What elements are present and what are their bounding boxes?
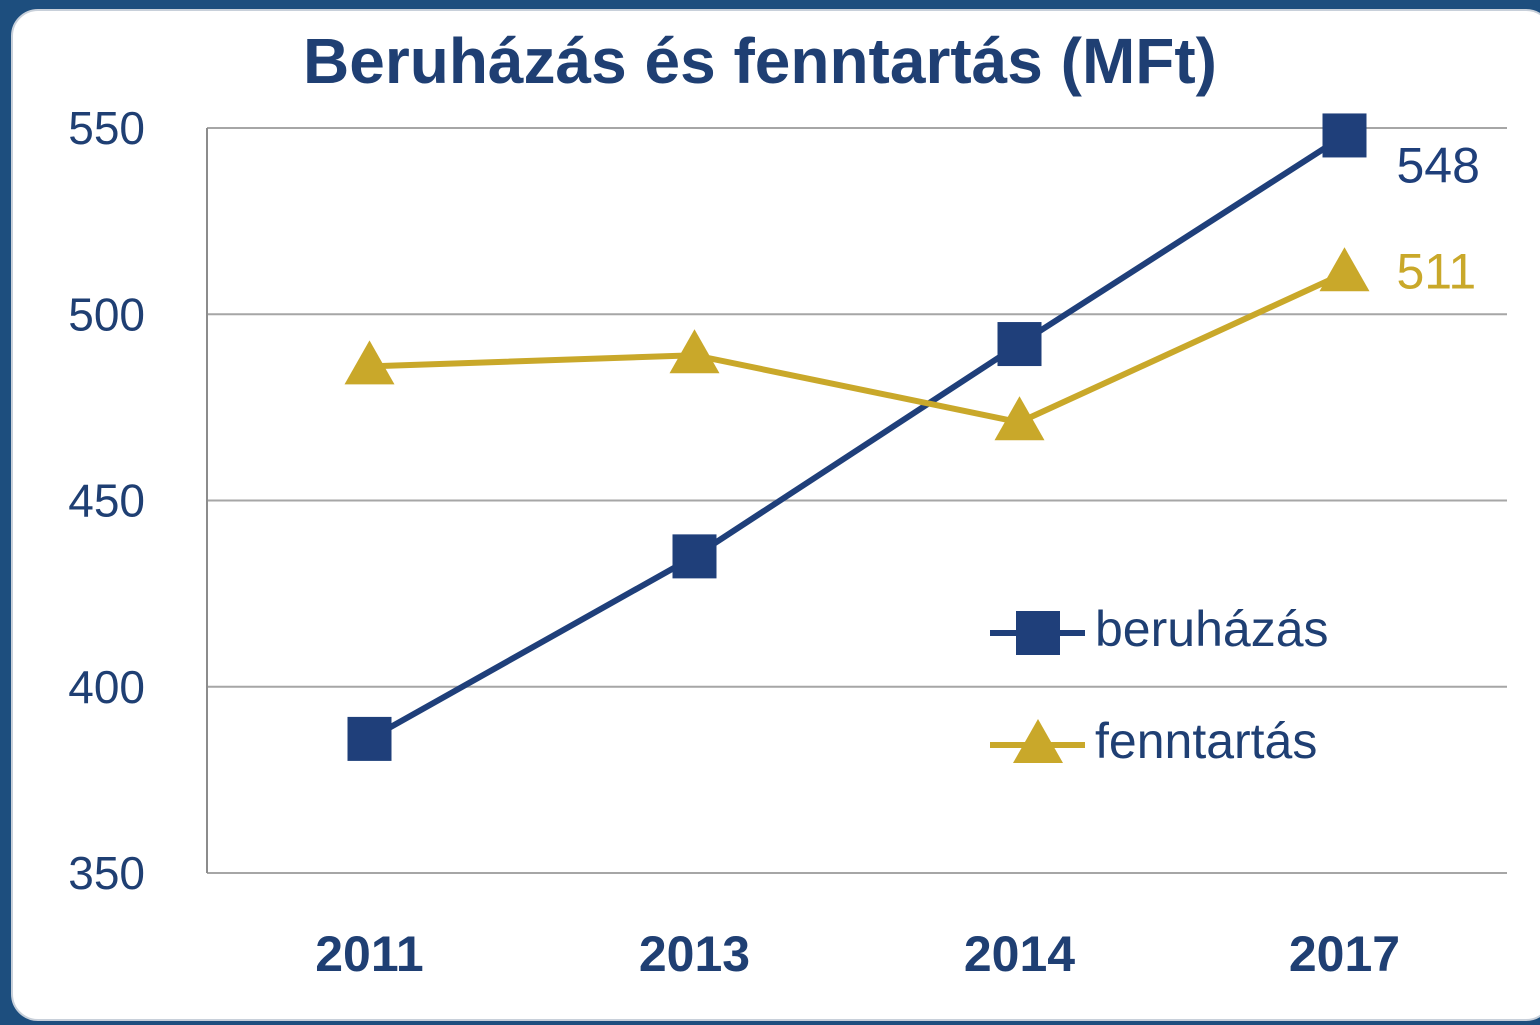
legend-label: fenntartás [1095,713,1317,769]
data-point [344,340,395,385]
data-label: 511 [1397,243,1477,299]
x-tick-label: 2017 [1289,926,1400,982]
series-line [369,270,1346,426]
panel [11,9,1540,1021]
data-point [1319,247,1370,292]
data-label: 548 [1397,138,1480,194]
data-point [347,716,392,761]
y-tick-label: 450 [68,475,145,527]
legend-marker [1013,719,1063,763]
x-tick-label: 2014 [964,926,1075,982]
x-tick-label: 2011 [315,926,423,982]
chart-title: Beruházás és fenntartás (MFt) [303,25,1217,97]
series-line [368,132,1347,742]
y-tick-label: 400 [68,661,145,713]
data-point [669,329,720,374]
data-point [994,396,1045,441]
data-point [672,534,717,579]
data-point [1322,113,1367,158]
legend-label: beruházás [1095,601,1329,657]
y-tick-label: 550 [68,102,145,154]
data-point [997,322,1042,367]
legend-marker [1016,611,1060,655]
y-tick-label: 500 [68,288,145,340]
x-tick-label: 2013 [639,926,750,982]
y-tick-label: 350 [68,847,145,899]
